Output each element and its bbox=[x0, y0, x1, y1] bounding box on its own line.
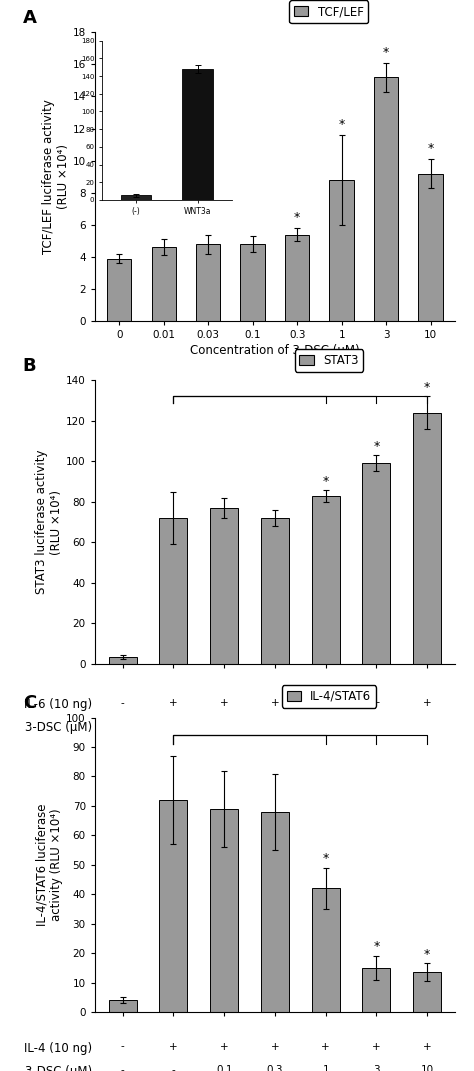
Legend: STAT3: STAT3 bbox=[295, 349, 363, 372]
Legend: IL-4/STAT6: IL-4/STAT6 bbox=[282, 685, 376, 708]
Text: A: A bbox=[23, 9, 36, 27]
Bar bbox=[210, 809, 238, 1012]
Text: IL-4 (10 ng): IL-4 (10 ng) bbox=[24, 1041, 92, 1055]
Y-axis label: IL-4/STAT6 luciferase
activity (RLU ×10⁴): IL-4/STAT6 luciferase activity (RLU ×10⁴… bbox=[36, 803, 64, 926]
Text: *: * bbox=[322, 474, 329, 487]
Text: +: + bbox=[321, 1041, 330, 1052]
Legend: TCF/LEF: TCF/LEF bbox=[290, 0, 368, 22]
Text: 10: 10 bbox=[420, 721, 434, 730]
Text: 3: 3 bbox=[373, 1065, 380, 1071]
Text: *: * bbox=[373, 440, 380, 453]
Bar bbox=[109, 657, 137, 664]
Text: *: * bbox=[383, 46, 389, 59]
Text: *: * bbox=[294, 211, 301, 224]
Text: +: + bbox=[423, 1041, 431, 1052]
Text: 0.3: 0.3 bbox=[267, 721, 283, 730]
Text: +: + bbox=[169, 1041, 178, 1052]
Text: *: * bbox=[338, 118, 345, 131]
Text: *: * bbox=[322, 851, 329, 865]
Bar bbox=[159, 518, 187, 664]
Text: 0.1: 0.1 bbox=[216, 1065, 232, 1071]
Text: +: + bbox=[372, 698, 381, 709]
Text: 0.3: 0.3 bbox=[267, 1065, 283, 1071]
Bar bbox=[261, 518, 289, 664]
Text: 1: 1 bbox=[322, 1065, 329, 1071]
Bar bbox=[374, 77, 398, 321]
Bar bbox=[210, 508, 238, 664]
Text: +: + bbox=[169, 698, 178, 709]
Text: -: - bbox=[121, 1065, 125, 1071]
Bar bbox=[419, 174, 443, 321]
Bar bbox=[152, 247, 176, 321]
Bar bbox=[109, 1000, 137, 1012]
Bar bbox=[363, 968, 391, 1012]
Text: +: + bbox=[271, 1041, 279, 1052]
Text: -: - bbox=[121, 721, 125, 730]
Text: +: + bbox=[220, 698, 228, 709]
Text: +: + bbox=[321, 698, 330, 709]
Bar bbox=[413, 972, 441, 1012]
Text: 3-DSC (μM): 3-DSC (μM) bbox=[25, 1065, 92, 1071]
Text: 3: 3 bbox=[373, 721, 380, 730]
Text: +: + bbox=[220, 1041, 228, 1052]
Text: 10: 10 bbox=[420, 1065, 434, 1071]
Text: C: C bbox=[23, 694, 36, 712]
Text: B: B bbox=[23, 358, 36, 376]
Text: -: - bbox=[121, 698, 125, 709]
Bar bbox=[413, 412, 441, 664]
Bar bbox=[312, 889, 339, 1012]
Text: *: * bbox=[373, 940, 380, 953]
Text: +: + bbox=[271, 698, 279, 709]
Text: *: * bbox=[428, 142, 434, 155]
Bar bbox=[107, 259, 131, 321]
Bar bbox=[240, 244, 265, 321]
Text: -: - bbox=[172, 721, 175, 730]
Bar bbox=[285, 235, 310, 321]
Y-axis label: TCF/LEF luciferase activity
(RLU ×10⁴): TCF/LEF luciferase activity (RLU ×10⁴) bbox=[42, 100, 70, 254]
Bar bbox=[261, 812, 289, 1012]
Bar bbox=[159, 800, 187, 1012]
Text: 3-DSC (μM): 3-DSC (μM) bbox=[25, 721, 92, 734]
Text: +: + bbox=[423, 698, 431, 709]
X-axis label: Concentration of 3-DSC (μM): Concentration of 3-DSC (μM) bbox=[190, 345, 360, 358]
Bar bbox=[329, 180, 354, 321]
Text: *: * bbox=[424, 381, 430, 394]
Text: 0.1: 0.1 bbox=[216, 721, 232, 730]
Text: IL-6 (10 ng): IL-6 (10 ng) bbox=[24, 698, 92, 711]
Text: 1: 1 bbox=[322, 721, 329, 730]
Bar bbox=[312, 496, 339, 664]
Text: +: + bbox=[372, 1041, 381, 1052]
Y-axis label: STAT3 luciferase activity
(RLU ×10⁴): STAT3 luciferase activity (RLU ×10⁴) bbox=[35, 450, 63, 594]
Text: -: - bbox=[121, 1041, 125, 1052]
Text: -: - bbox=[172, 1065, 175, 1071]
Bar bbox=[196, 244, 220, 321]
Bar bbox=[363, 464, 391, 664]
Text: *: * bbox=[424, 948, 430, 961]
